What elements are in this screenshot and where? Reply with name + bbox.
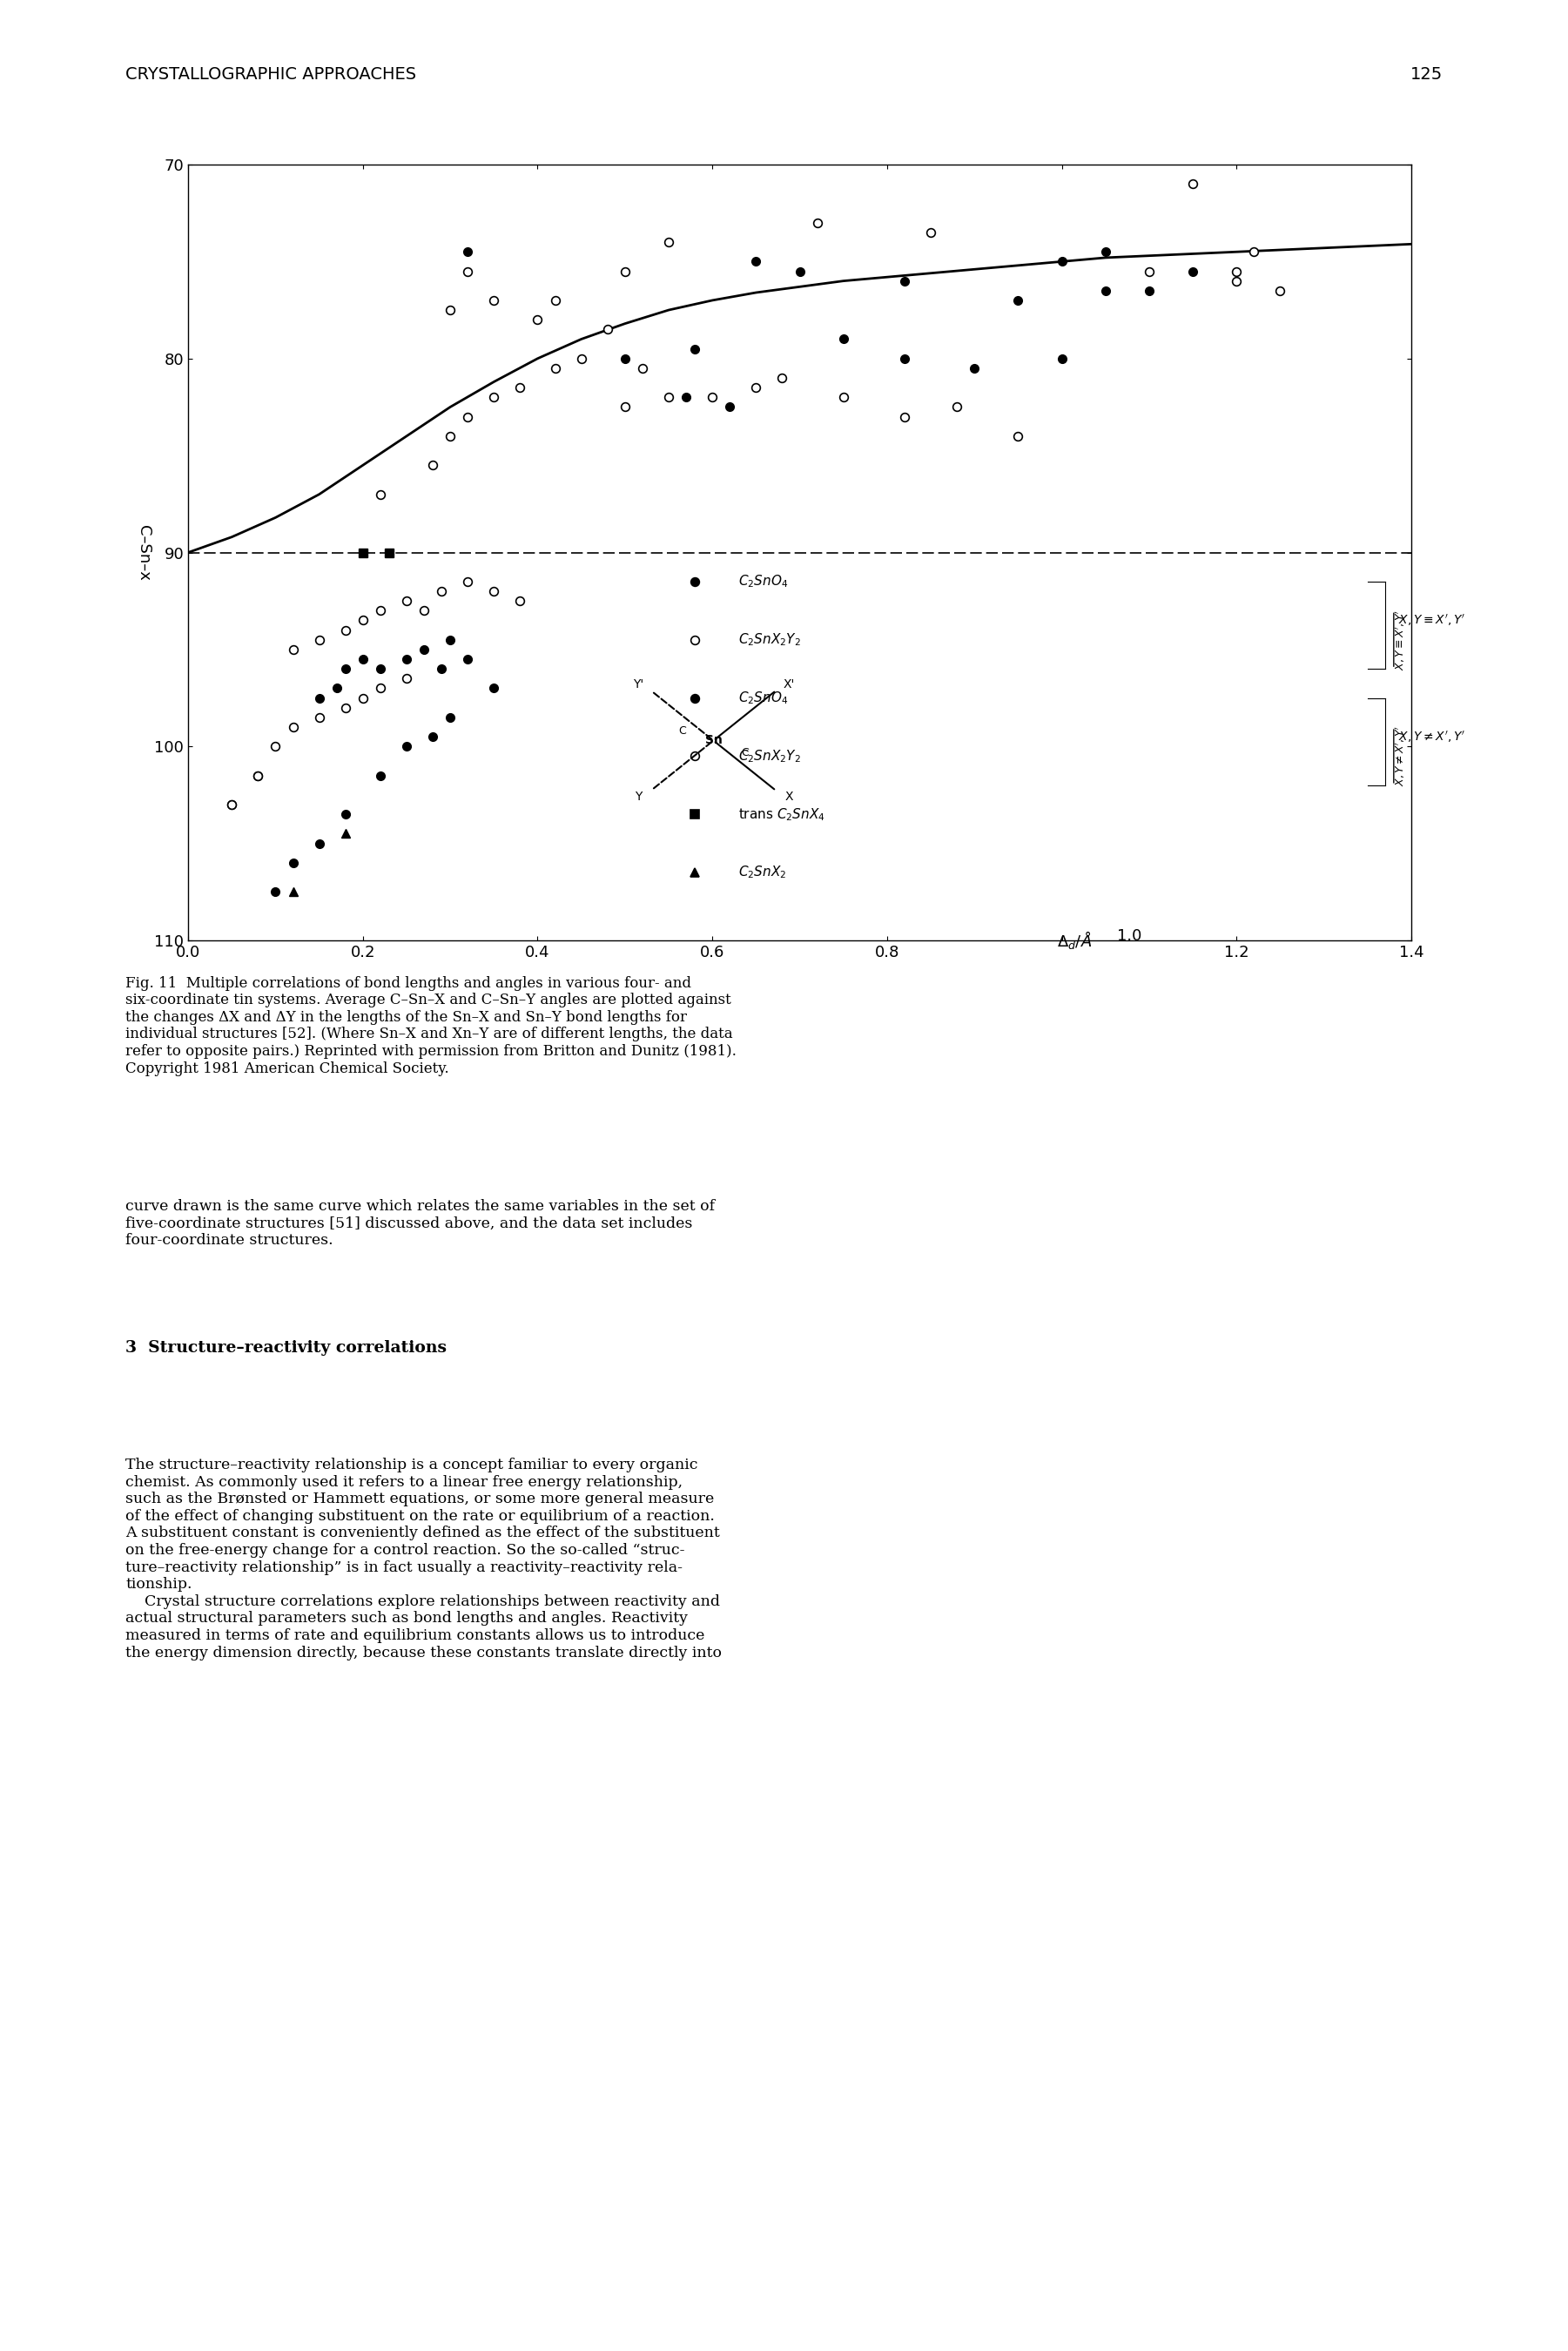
Text: C: C [742, 748, 748, 759]
Text: $X,Y \equiv X',Y'$: $X,Y \equiv X',Y'$ [1399, 614, 1466, 628]
Text: The structure–reactivity relationship is a concept familiar to every organic
che: The structure–reactivity relationship is… [125, 1458, 721, 1660]
Text: trans $C_2SnX_4$: trans $C_2SnX_4$ [739, 806, 825, 823]
Text: Y': Y' [633, 677, 643, 691]
Text: $X,Y \equiv X^\prime,Y^\prime$: $X,Y \equiv X^\prime,Y^\prime$ [1394, 609, 1406, 670]
Text: X': X' [782, 677, 795, 691]
Text: X: X [784, 790, 793, 804]
Text: curve drawn is the same curve which relates the same variables in the set of
fiv: curve drawn is the same curve which rela… [125, 1199, 715, 1248]
Y-axis label: C–Sn–x: C–Sn–x [136, 524, 152, 581]
Text: 125: 125 [1410, 66, 1443, 82]
Text: $C_2SnX_2$: $C_2SnX_2$ [739, 865, 787, 882]
Text: $\Delta_d/\AA$: $\Delta_d/\AA$ [1057, 929, 1091, 950]
Text: 3  Structure–reactivity correlations: 3 Structure–reactivity correlations [125, 1340, 447, 1357]
Text: Sn: Sn [704, 734, 723, 748]
Text: 1.0: 1.0 [1116, 929, 1142, 945]
Text: $C_2SnX_2Y_2$: $C_2SnX_2Y_2$ [739, 632, 801, 649]
Text: $C_2SnO_4$: $C_2SnO_4$ [739, 574, 789, 590]
Text: $X,Y \neq X',Y'$: $X,Y \neq X',Y'$ [1399, 729, 1466, 745]
Text: C: C [679, 726, 685, 736]
Text: $C_2SnO_4$: $C_2SnO_4$ [739, 689, 789, 705]
Text: CRYSTALLOGRAPHIC APPROACHES: CRYSTALLOGRAPHIC APPROACHES [125, 66, 417, 82]
Text: Y: Y [635, 790, 641, 804]
Text: $C_2SnX_2Y_2$: $C_2SnX_2Y_2$ [739, 748, 801, 764]
Text: $X,Y \neq X^\prime,Y^\prime$: $X,Y \neq X^\prime,Y^\prime$ [1394, 726, 1406, 788]
Text: Fig. 11  Multiple correlations of bond lengths and angles in various four- and
s: Fig. 11 Multiple correlations of bond le… [125, 976, 737, 1077]
